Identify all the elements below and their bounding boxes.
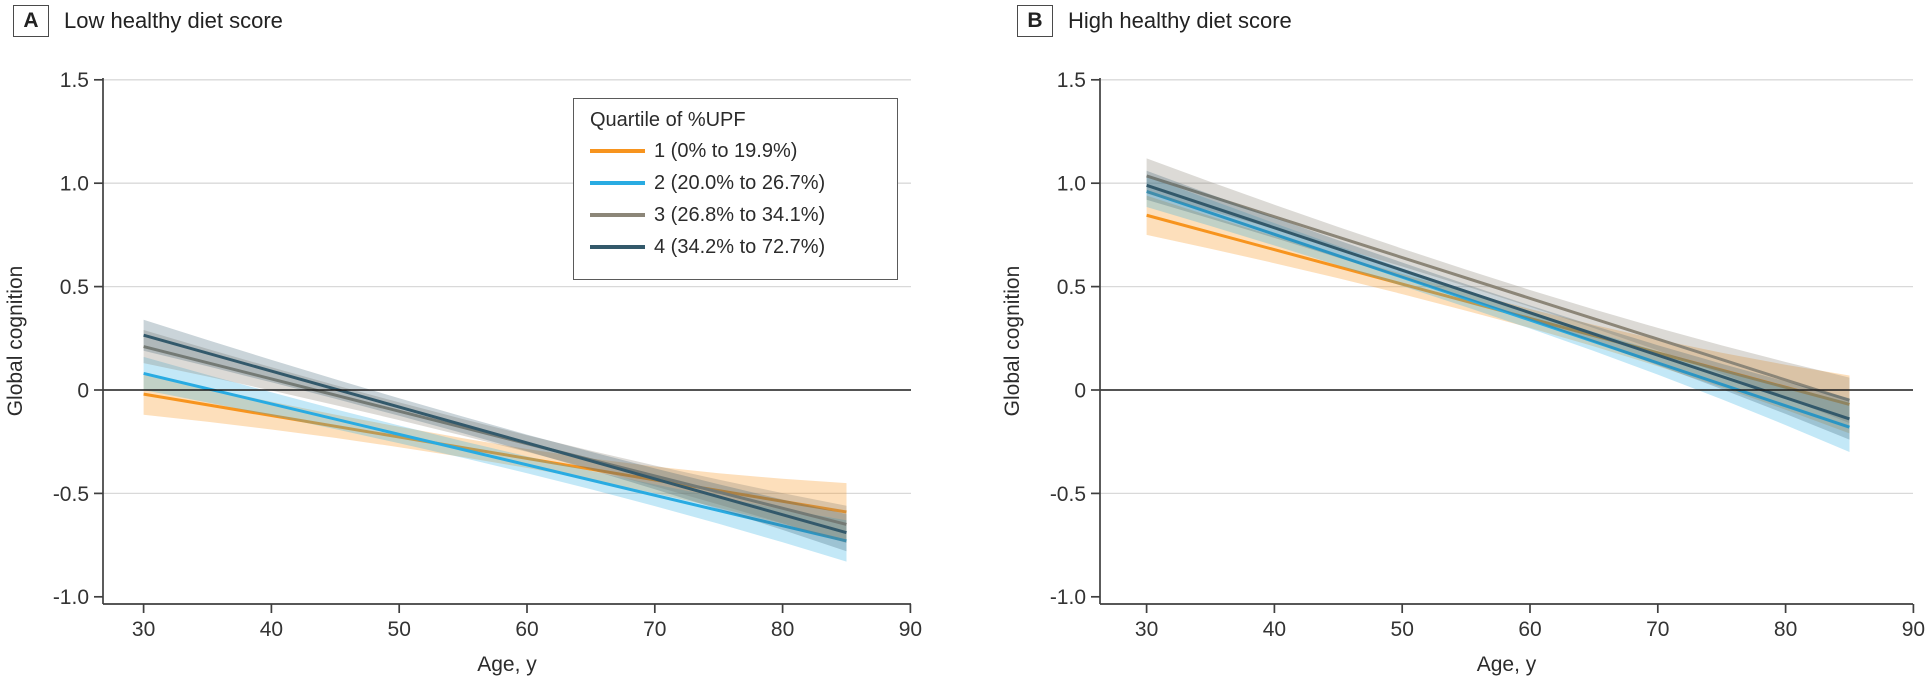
y-axis-title: Global cognition xyxy=(1001,266,1024,417)
x-tick-label: 80 xyxy=(771,618,794,641)
x-tick-label: 50 xyxy=(1391,618,1414,641)
legend-box: Quartile of %UPF 1 (0% to 19.9%) 2 (20.0… xyxy=(573,98,898,280)
panel-a-title: Low healthy diet score xyxy=(64,8,283,33)
x-tick-label: 30 xyxy=(132,618,155,641)
q3-line-swatch xyxy=(590,213,645,217)
y-tick-label: 0.5 xyxy=(60,276,89,299)
panel-b-tag: B xyxy=(1017,5,1053,37)
q1-line-swatch xyxy=(590,149,645,153)
x-tick-label: 70 xyxy=(1646,618,1669,641)
panel-a-tag: A xyxy=(13,5,49,37)
series-line-q1-panel-a xyxy=(143,392,847,514)
legend-item-q4: 4 (34.2% to 72.7%) xyxy=(590,231,883,263)
ci-band-q2-panel-a xyxy=(143,356,847,562)
y-tick-label: 1.5 xyxy=(1057,69,1086,92)
legend-item-q3: 3 (26.8% to 34.1%) xyxy=(590,199,883,231)
x-tick-label: 40 xyxy=(260,618,283,641)
y-tick-label: 1.5 xyxy=(60,69,89,92)
ci-band-q4-panel-b xyxy=(1146,170,1850,440)
series-line-q2-panel-a xyxy=(143,371,847,543)
y-tick-label: 0.5 xyxy=(1057,276,1086,299)
series-line-q2-panel-b xyxy=(1146,190,1850,429)
ci-band-q3-panel-b xyxy=(1146,158,1850,424)
q4-line-swatch xyxy=(590,245,645,249)
legend-title: Quartile of %UPF xyxy=(590,109,746,131)
legend-label-q2: 2 (20.0% to 26.7%) xyxy=(654,171,826,194)
x-tick-label: 30 xyxy=(1135,618,1158,641)
y-tick-label: -0.5 xyxy=(53,483,89,506)
x-tick-label: 60 xyxy=(1518,618,1541,641)
x-tick-label: 60 xyxy=(515,618,538,641)
y-tick-label: 1.0 xyxy=(1057,173,1086,196)
x-tick-label: 70 xyxy=(643,618,666,641)
y-tick-label: -0.5 xyxy=(1050,483,1086,506)
legend-label-q4: 4 (34.2% to 72.7%) xyxy=(654,235,826,258)
x-axis-title: Age, y xyxy=(477,653,537,676)
legend-label-q1: 1 (0% to 19.9%) xyxy=(654,139,798,162)
legend-item-q1: 1 (0% to 19.9%) xyxy=(590,135,883,167)
x-tick-label: 80 xyxy=(1774,618,1797,641)
q2-line-swatch xyxy=(590,181,645,185)
y-tick-label: -1.0 xyxy=(1050,586,1086,609)
legend-item-q2: 2 (20.0% to 26.7%) xyxy=(590,167,883,199)
x-tick-label: 90 xyxy=(1902,618,1925,641)
legend-label-q3: 3 (26.8% to 34.1%) xyxy=(654,203,826,226)
panel-b-title: High healthy diet score xyxy=(1068,8,1292,33)
series-line-q3-panel-b xyxy=(1146,174,1850,402)
y-tick-label: -1.0 xyxy=(53,586,89,609)
panel-b-header: B High healthy diet score xyxy=(1017,5,1292,37)
panel-a-header: A Low healthy diet score xyxy=(13,5,283,37)
y-tick-label: 1.0 xyxy=(60,173,89,196)
x-axis-title: Age, y xyxy=(1477,653,1537,676)
ci-band-q1-panel-b xyxy=(1146,195,1850,434)
series-line-q4-panel-a xyxy=(143,333,847,535)
y-tick-label: 0 xyxy=(77,379,89,402)
x-tick-label: 40 xyxy=(1263,618,1286,641)
y-tick-label: 0 xyxy=(1074,379,1086,402)
y-axis-title: Global cognition xyxy=(4,266,27,417)
series-line-q4-panel-b xyxy=(1146,183,1850,421)
x-tick-label: 50 xyxy=(388,618,411,641)
x-tick-label: 90 xyxy=(899,618,922,641)
